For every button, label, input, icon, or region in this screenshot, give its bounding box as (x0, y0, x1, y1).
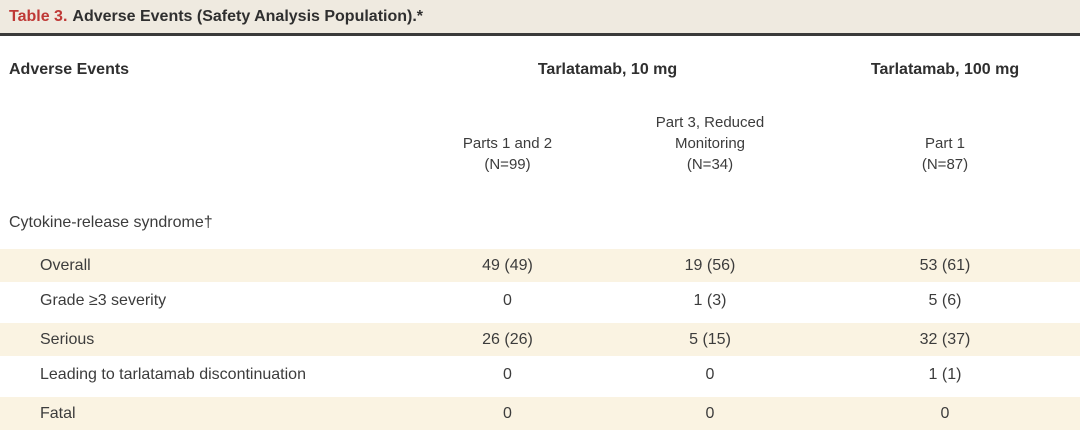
row-header-label: Adverse Events (9, 61, 130, 78)
row-value: 53 (61) (919, 257, 971, 274)
subheader-part1: Part 1 (N=87) (921, 135, 969, 173)
table-row: Overall 49 (49) 19 (56) 53 (61) (0, 247, 1080, 284)
row-value: 32 (37) (919, 331, 971, 348)
subheader-part3-reduced-monitoring: Part 3, Reduced Monitoring (N=34) (655, 114, 765, 173)
row-value: 19 (56) (684, 257, 736, 274)
table-title-bar: Table 3. Adverse Events (Safety Analysis … (0, 0, 1080, 36)
subheader-spacer (0, 175, 405, 177)
subheader-parts-1-2: Parts 1 and 2 (N=99) (462, 135, 553, 173)
row-value: 0 (705, 405, 715, 422)
row-label: Serious (40, 331, 95, 348)
row-value: 0 (503, 405, 512, 422)
row-value: 0 (705, 366, 715, 383)
row-value: 0 (940, 405, 950, 422)
row-value: 0 (503, 292, 512, 309)
row-value: 5 (6) (928, 292, 962, 309)
row-value: 49 (49) (482, 257, 533, 274)
row-label: Overall (40, 257, 91, 274)
section-cytokine-release-syndrome: Cytokine-release syndrome† (9, 214, 213, 231)
row-value: 1 (1) (928, 366, 962, 383)
column-subheader-row: Parts 1 and 2 (N=99) Part 3, Reduced Mon… (0, 81, 1080, 177)
row-label: Fatal (40, 405, 76, 422)
table-row: Serious 26 (26) 5 (15) 32 (37) (0, 321, 1080, 358)
spanner-tarlatamab-10mg: Tarlatamab, 10 mg (537, 61, 678, 78)
row-value: 5 (15) (689, 331, 731, 348)
table-body: Overall 49 (49) 19 (56) 53 (61) Grade ≥3… (0, 247, 1080, 432)
row-value: 1 (3) (693, 292, 727, 309)
spanner-tarlatamab-100mg: Tarlatamab, 100 mg (870, 61, 1020, 78)
table-title-text: Adverse Events (Safety Analysis Populati… (72, 8, 424, 25)
table-row: Grade ≥3 severity 0 1 (3) 5 (6) (0, 284, 1080, 321)
row-value: 26 (26) (482, 331, 533, 348)
table-number-label: Table 3. (9, 8, 68, 25)
table-row: Leading to tarlatamab discontinuation 0 … (0, 358, 1080, 395)
table-row: Fatal 0 0 0 (0, 395, 1080, 432)
column-group-header-row: Adverse Events Tarlatamab, 10 mg Tarlata… (0, 59, 1080, 81)
row-label: Leading to tarlatamab discontinuation (40, 366, 306, 383)
row-value: 0 (503, 366, 512, 383)
row-label: Grade ≥3 severity (40, 292, 167, 309)
